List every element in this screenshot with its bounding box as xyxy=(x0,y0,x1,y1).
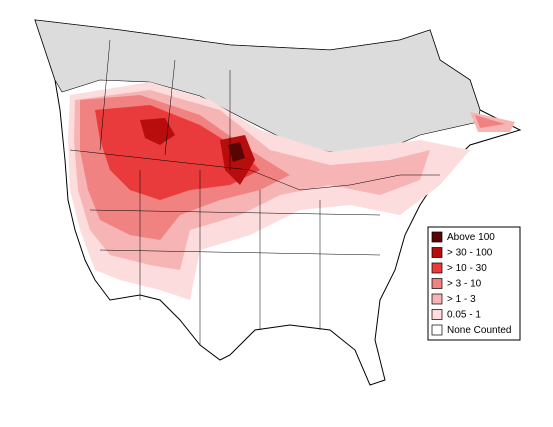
borders xyxy=(69,39,440,345)
legend-box xyxy=(427,226,521,341)
legend-label: > 1 - 3 xyxy=(447,294,476,305)
legend-label: 0.05 - 1 xyxy=(447,310,481,321)
legend-swatch xyxy=(431,293,443,305)
legend-swatch xyxy=(431,309,443,320)
legend-label: > 30 - 100 xyxy=(447,248,493,259)
legend-label: > 3 - 10 xyxy=(447,279,482,290)
legend-swatch xyxy=(431,247,443,258)
no-count-region xyxy=(34,19,481,153)
legend-label: > 10 - 30 xyxy=(447,263,487,274)
legend-swatch xyxy=(431,324,443,336)
legend-label: Above 100 xyxy=(447,232,495,243)
legend-swatch xyxy=(431,278,443,289)
abundance-patches xyxy=(68,82,515,300)
legend-label: None Counted xyxy=(447,325,512,336)
legend-swatch xyxy=(431,231,443,243)
legend: Above 100 > 30 - 100 > 10 - 30 > 3 - 10 > 1 … xyxy=(431,231,512,336)
legend-swatch xyxy=(431,262,443,274)
